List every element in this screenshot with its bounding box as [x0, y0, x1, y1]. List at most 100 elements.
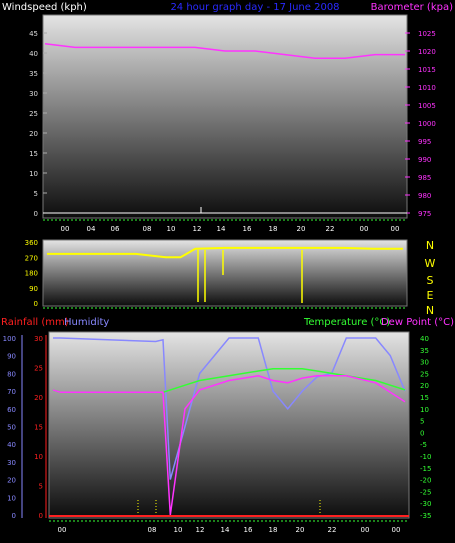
humidity-tick-label: 90 — [7, 353, 16, 361]
rain-tick-label: 15 — [34, 424, 43, 432]
humidity-tick-label: 40 — [7, 441, 16, 449]
rain-tick-label: 10 — [34, 453, 43, 461]
humidity-tick-label: 20 — [7, 477, 16, 485]
windspeed-tick-label: 5 — [34, 190, 38, 198]
barometer-tick-label: 980 — [418, 192, 431, 200]
panel3-x-tick-label: 16 — [244, 526, 253, 534]
temperature-tick-label: 20 — [420, 382, 429, 390]
compass-label: S — [427, 274, 434, 287]
temperature-tick-label: 15 — [420, 394, 429, 402]
temperature-tick-label: -15 — [420, 465, 431, 473]
humidity-tick-label: 60 — [7, 406, 16, 414]
barometer-axis-title: Barometer (kpa) — [371, 2, 453, 13]
panel1-x-tick-label: 22 — [326, 225, 335, 233]
panel1-x-tick-label: 06 — [111, 225, 120, 233]
panel3-x-tick-label: 00 — [392, 526, 401, 534]
temperature-axis-title: Temperature (°C) — [303, 317, 390, 328]
humidity-tick-label: 0 — [12, 512, 16, 520]
temperature-tick-label: 10 — [420, 406, 429, 414]
dewpoint-series-line — [52, 375, 406, 516]
grid-layer — [21, 32, 410, 522]
compass-label: N — [426, 304, 434, 317]
temperature-tick-label: -35 — [420, 512, 431, 520]
humidity-series-line — [53, 337, 406, 480]
windspeed-tick-label: 20 — [29, 130, 38, 138]
panel3-x-tick-label: 10 — [174, 526, 183, 534]
panel1-x-tick-label: 04 — [87, 225, 96, 233]
windspeed-axis-title: Windspeed (kph) — [2, 2, 87, 13]
direction-tick-label: 360 — [25, 239, 38, 247]
panel3-x-tick-label: 14 — [221, 526, 230, 534]
direction-series-line — [47, 246, 403, 259]
panel1-x-tick-label: 18 — [269, 225, 278, 233]
temperature-tick-label: 30 — [420, 359, 429, 367]
humidity-tick-label: 50 — [7, 424, 16, 432]
rain-tick-label: 0 — [39, 512, 43, 520]
humidity-tick-label: 10 — [7, 494, 16, 502]
barometer-tick-label: 1015 — [418, 66, 436, 74]
temperature-tick-label: -5 — [420, 441, 427, 449]
panel3-x-tick-label: 00 — [361, 526, 370, 534]
panel3-x-tick-label: 00 — [58, 526, 67, 534]
panel1-x-tick-label: 00 — [391, 225, 400, 233]
temperature-tick-label: -30 — [420, 500, 431, 508]
windspeed-tick-label: 45 — [29, 30, 38, 38]
humidity-axis-title: Humidity — [64, 317, 109, 328]
rain-tick-label: 5 — [39, 483, 43, 491]
panel3-x-tick-label: 08 — [148, 526, 157, 534]
series-layer — [43, 43, 409, 517]
panel3-x-tick-label: 12 — [196, 526, 205, 534]
windspeed-tick-label: 30 — [29, 90, 38, 98]
panel1-x-tick-label: 20 — [297, 225, 306, 233]
compass-label: N — [426, 239, 434, 252]
direction-tick-label: 0 — [34, 300, 38, 308]
temperature-tick-label: 5 — [420, 418, 424, 426]
panel1-x-tick-label: 14 — [217, 225, 226, 233]
panel1-plot-area — [42, 14, 408, 219]
temperature-tick-label: 40 — [420, 335, 429, 343]
dewpoint-axis-title: Dew Point (°C) — [381, 317, 454, 328]
rain-tick-label: 25 — [34, 365, 43, 373]
rain-tick-label: 20 — [34, 394, 43, 402]
compass-label: E — [427, 289, 434, 302]
barometer-tick-label: 1005 — [418, 102, 436, 110]
temperature-tick-label: -10 — [420, 453, 431, 461]
windspeed-tick-label: 10 — [29, 170, 38, 178]
panel1-x-tick-label: 12 — [193, 225, 202, 233]
panel3-x-tick-label: 20 — [296, 526, 305, 534]
direction-tick-label: 180 — [25, 270, 38, 278]
humidity-tick-label: 100 — [3, 335, 16, 343]
panel3-plot-area — [48, 331, 410, 519]
panel3-x-tick-label: 18 — [269, 526, 278, 534]
humidity-tick-label: 70 — [7, 388, 16, 396]
rainfall-axis-title: Rainfall (mm) — [1, 317, 69, 328]
temperature-tick-label: 0 — [420, 429, 424, 437]
barometer-tick-label: 985 — [418, 174, 431, 182]
barometer-tick-label: 995 — [418, 138, 431, 146]
temperature-tick-label: -25 — [420, 488, 431, 496]
windspeed-tick-label: 15 — [29, 150, 38, 158]
windspeed-tick-label: 35 — [29, 70, 38, 78]
panel1-x-tick-label: 10 — [167, 225, 176, 233]
panel3-x-tick-label: 22 — [328, 526, 337, 534]
windspeed-tick-label: 0 — [34, 210, 38, 218]
temperature-tick-label: 25 — [420, 370, 429, 378]
direction-tick-label: 90 — [29, 285, 38, 293]
panel2-plot-area — [42, 239, 408, 307]
compass-label: W — [425, 257, 436, 270]
humidity-tick-label: 80 — [7, 370, 16, 378]
windspeed-tick-label: 40 — [29, 50, 38, 58]
direction-tick-label: 270 — [25, 254, 38, 262]
ticks-layer: 0510152025303540459759809859909951000100… — [3, 30, 436, 534]
temperature-tick-label: -20 — [420, 477, 431, 485]
barometer-tick-label: 1020 — [418, 48, 436, 56]
barometer-series-line — [44, 43, 405, 59]
humidity-tick-label: 30 — [7, 459, 16, 467]
panel1-x-tick-label: 08 — [143, 225, 152, 233]
barometer-tick-label: 1025 — [418, 30, 436, 38]
barometer-tick-label: 1000 — [418, 120, 436, 128]
barometer-tick-label: 1010 — [418, 84, 436, 92]
panel1-x-tick-label: 16 — [243, 225, 252, 233]
panel1-x-tick-label: 00 — [61, 225, 70, 233]
